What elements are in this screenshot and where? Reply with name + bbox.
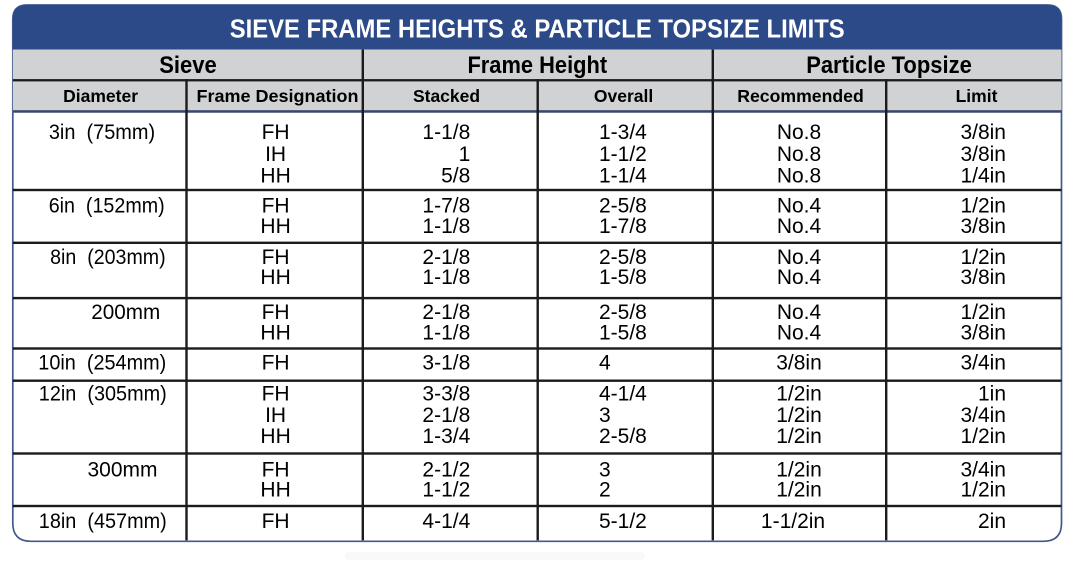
svg-text:3/8in: 3/8in: [960, 143, 1006, 166]
svg-text:1/2in: 1/2in: [776, 479, 822, 502]
svg-text:1/2in: 1/2in: [776, 382, 822, 405]
svg-text:1-3/4: 1-3/4: [599, 121, 647, 144]
svg-text:3/4in: 3/4in: [960, 458, 1006, 481]
svg-text:1-1/2: 1-1/2: [422, 479, 470, 502]
svg-text:No.4: No.4: [777, 322, 822, 345]
svg-text:300mm: 300mm: [88, 458, 158, 481]
svg-text:3/4in: 3/4in: [960, 404, 1006, 427]
svg-text:FH: FH: [262, 194, 290, 217]
svg-text:No.8: No.8: [777, 121, 821, 144]
svg-text:1-1/2: 1-1/2: [599, 143, 647, 166]
svg-text:1/2in: 1/2in: [960, 194, 1006, 217]
svg-text:1in: 1in: [978, 382, 1006, 405]
svg-text:2-5/8: 2-5/8: [599, 425, 647, 448]
svg-text:2-5/8: 2-5/8: [599, 194, 647, 217]
svg-text:1-5/8: 1-5/8: [599, 266, 647, 289]
svg-text:2-1/2: 2-1/2: [422, 458, 470, 481]
svg-text:2-1/8: 2-1/8: [422, 246, 470, 269]
svg-text:6in (152mm): 6in (152mm): [49, 194, 165, 217]
svg-text:2in: 2in: [978, 510, 1006, 533]
svg-text:IH: IH: [265, 143, 286, 166]
svg-text:HH: HH: [260, 479, 290, 502]
svg-text:No.4: No.4: [777, 301, 822, 324]
svg-text:3/8in: 3/8in: [960, 322, 1006, 345]
svg-text:No.4: No.4: [777, 246, 822, 269]
svg-text:No.8: No.8: [777, 164, 821, 187]
svg-text:Limit: Limit: [956, 86, 998, 106]
svg-text:1-1/8: 1-1/8: [422, 322, 470, 345]
svg-text:1-7/8: 1-7/8: [599, 215, 647, 238]
svg-text:1/2in: 1/2in: [960, 479, 1006, 502]
svg-text:HH: HH: [260, 425, 290, 448]
svg-text:FH: FH: [262, 382, 290, 405]
svg-text:2-5/8: 2-5/8: [599, 246, 647, 269]
svg-text:2: 2: [599, 479, 611, 502]
svg-text:3-3/8: 3-3/8: [422, 382, 470, 405]
svg-text:2-1/8: 2-1/8: [422, 404, 470, 427]
svg-text:1: 1: [459, 143, 471, 166]
svg-text:4-1/4: 4-1/4: [599, 382, 647, 405]
svg-text:2-5/8: 2-5/8: [599, 301, 647, 324]
svg-text:1/2in: 1/2in: [960, 246, 1006, 269]
svg-text:HH: HH: [260, 322, 290, 345]
svg-text:1-1/8: 1-1/8: [422, 266, 470, 289]
svg-text:Frame Designation: Frame Designation: [197, 86, 359, 106]
svg-text:HH: HH: [260, 215, 290, 238]
svg-text:18in (457mm): 18in (457mm): [39, 510, 167, 533]
svg-text:1-1/2in: 1-1/2in: [761, 510, 825, 533]
svg-text:3/8in: 3/8in: [960, 121, 1006, 144]
svg-text:1/2in: 1/2in: [960, 425, 1006, 448]
svg-text:Sieve: Sieve: [159, 52, 217, 79]
svg-text:5-1/2: 5-1/2: [599, 510, 647, 533]
svg-text:12in (305mm): 12in (305mm): [39, 382, 167, 405]
svg-text:No.4: No.4: [777, 215, 822, 238]
svg-text:1-1/8: 1-1/8: [422, 121, 470, 144]
svg-text:HH: HH: [260, 266, 290, 289]
svg-text:3in (75mm): 3in (75mm): [49, 121, 155, 144]
svg-text:FH: FH: [262, 246, 290, 269]
svg-text:FH: FH: [262, 458, 290, 481]
svg-text:3/8in: 3/8in: [960, 266, 1006, 289]
svg-text:1-5/8: 1-5/8: [599, 322, 647, 345]
svg-text:5/8: 5/8: [441, 164, 470, 187]
svg-text:200mm: 200mm: [91, 301, 160, 324]
svg-text:No.4: No.4: [777, 266, 822, 289]
svg-text:FH: FH: [262, 510, 290, 533]
svg-text:IH: IH: [265, 404, 286, 427]
svg-text:No.4: No.4: [777, 194, 822, 217]
svg-text:1/2in: 1/2in: [776, 458, 822, 481]
svg-text:Recommended: Recommended: [737, 86, 864, 106]
svg-text:SIEVE FRAME HEIGHTS & PARTICLE: SIEVE FRAME HEIGHTS & PARTICLE TOPSIZE L…: [230, 14, 845, 44]
svg-text:FH: FH: [262, 121, 290, 144]
svg-text:No.8: No.8: [777, 143, 821, 166]
svg-text:HH: HH: [260, 164, 290, 187]
svg-text:Stacked: Stacked: [413, 86, 480, 106]
svg-text:1-7/8: 1-7/8: [422, 194, 470, 217]
svg-text:3/4in: 3/4in: [960, 352, 1006, 375]
svg-text:Frame Height: Frame Height: [467, 52, 607, 79]
svg-text:2-1/8: 2-1/8: [422, 301, 470, 324]
svg-text:3/8in: 3/8in: [960, 215, 1006, 238]
svg-text:1/4in: 1/4in: [960, 164, 1006, 187]
svg-text:1-3/4: 1-3/4: [422, 425, 470, 448]
svg-text:1/2in: 1/2in: [960, 301, 1006, 324]
svg-text:4-1/4: 4-1/4: [422, 510, 470, 533]
svg-text:1-1/8: 1-1/8: [422, 215, 470, 238]
svg-text:3: 3: [599, 404, 611, 427]
svg-text:1/2in: 1/2in: [776, 425, 822, 448]
svg-text:4: 4: [599, 352, 611, 375]
svg-text:FH: FH: [262, 352, 290, 375]
svg-text:1-1/4: 1-1/4: [599, 164, 647, 187]
svg-text:Diameter: Diameter: [63, 86, 138, 106]
svg-text:1/2in: 1/2in: [776, 404, 822, 427]
svg-text:3: 3: [599, 458, 611, 481]
svg-text:3/8in: 3/8in: [776, 352, 822, 375]
svg-text:8in (203mm): 8in (203mm): [50, 246, 166, 269]
svg-text:FH: FH: [262, 301, 290, 324]
svg-text:Overall: Overall: [594, 86, 653, 106]
svg-text:3-1/8: 3-1/8: [422, 352, 470, 375]
svg-text:10in (254mm): 10in (254mm): [38, 352, 166, 375]
svg-text:Particle Topsize: Particle Topsize: [806, 52, 972, 79]
